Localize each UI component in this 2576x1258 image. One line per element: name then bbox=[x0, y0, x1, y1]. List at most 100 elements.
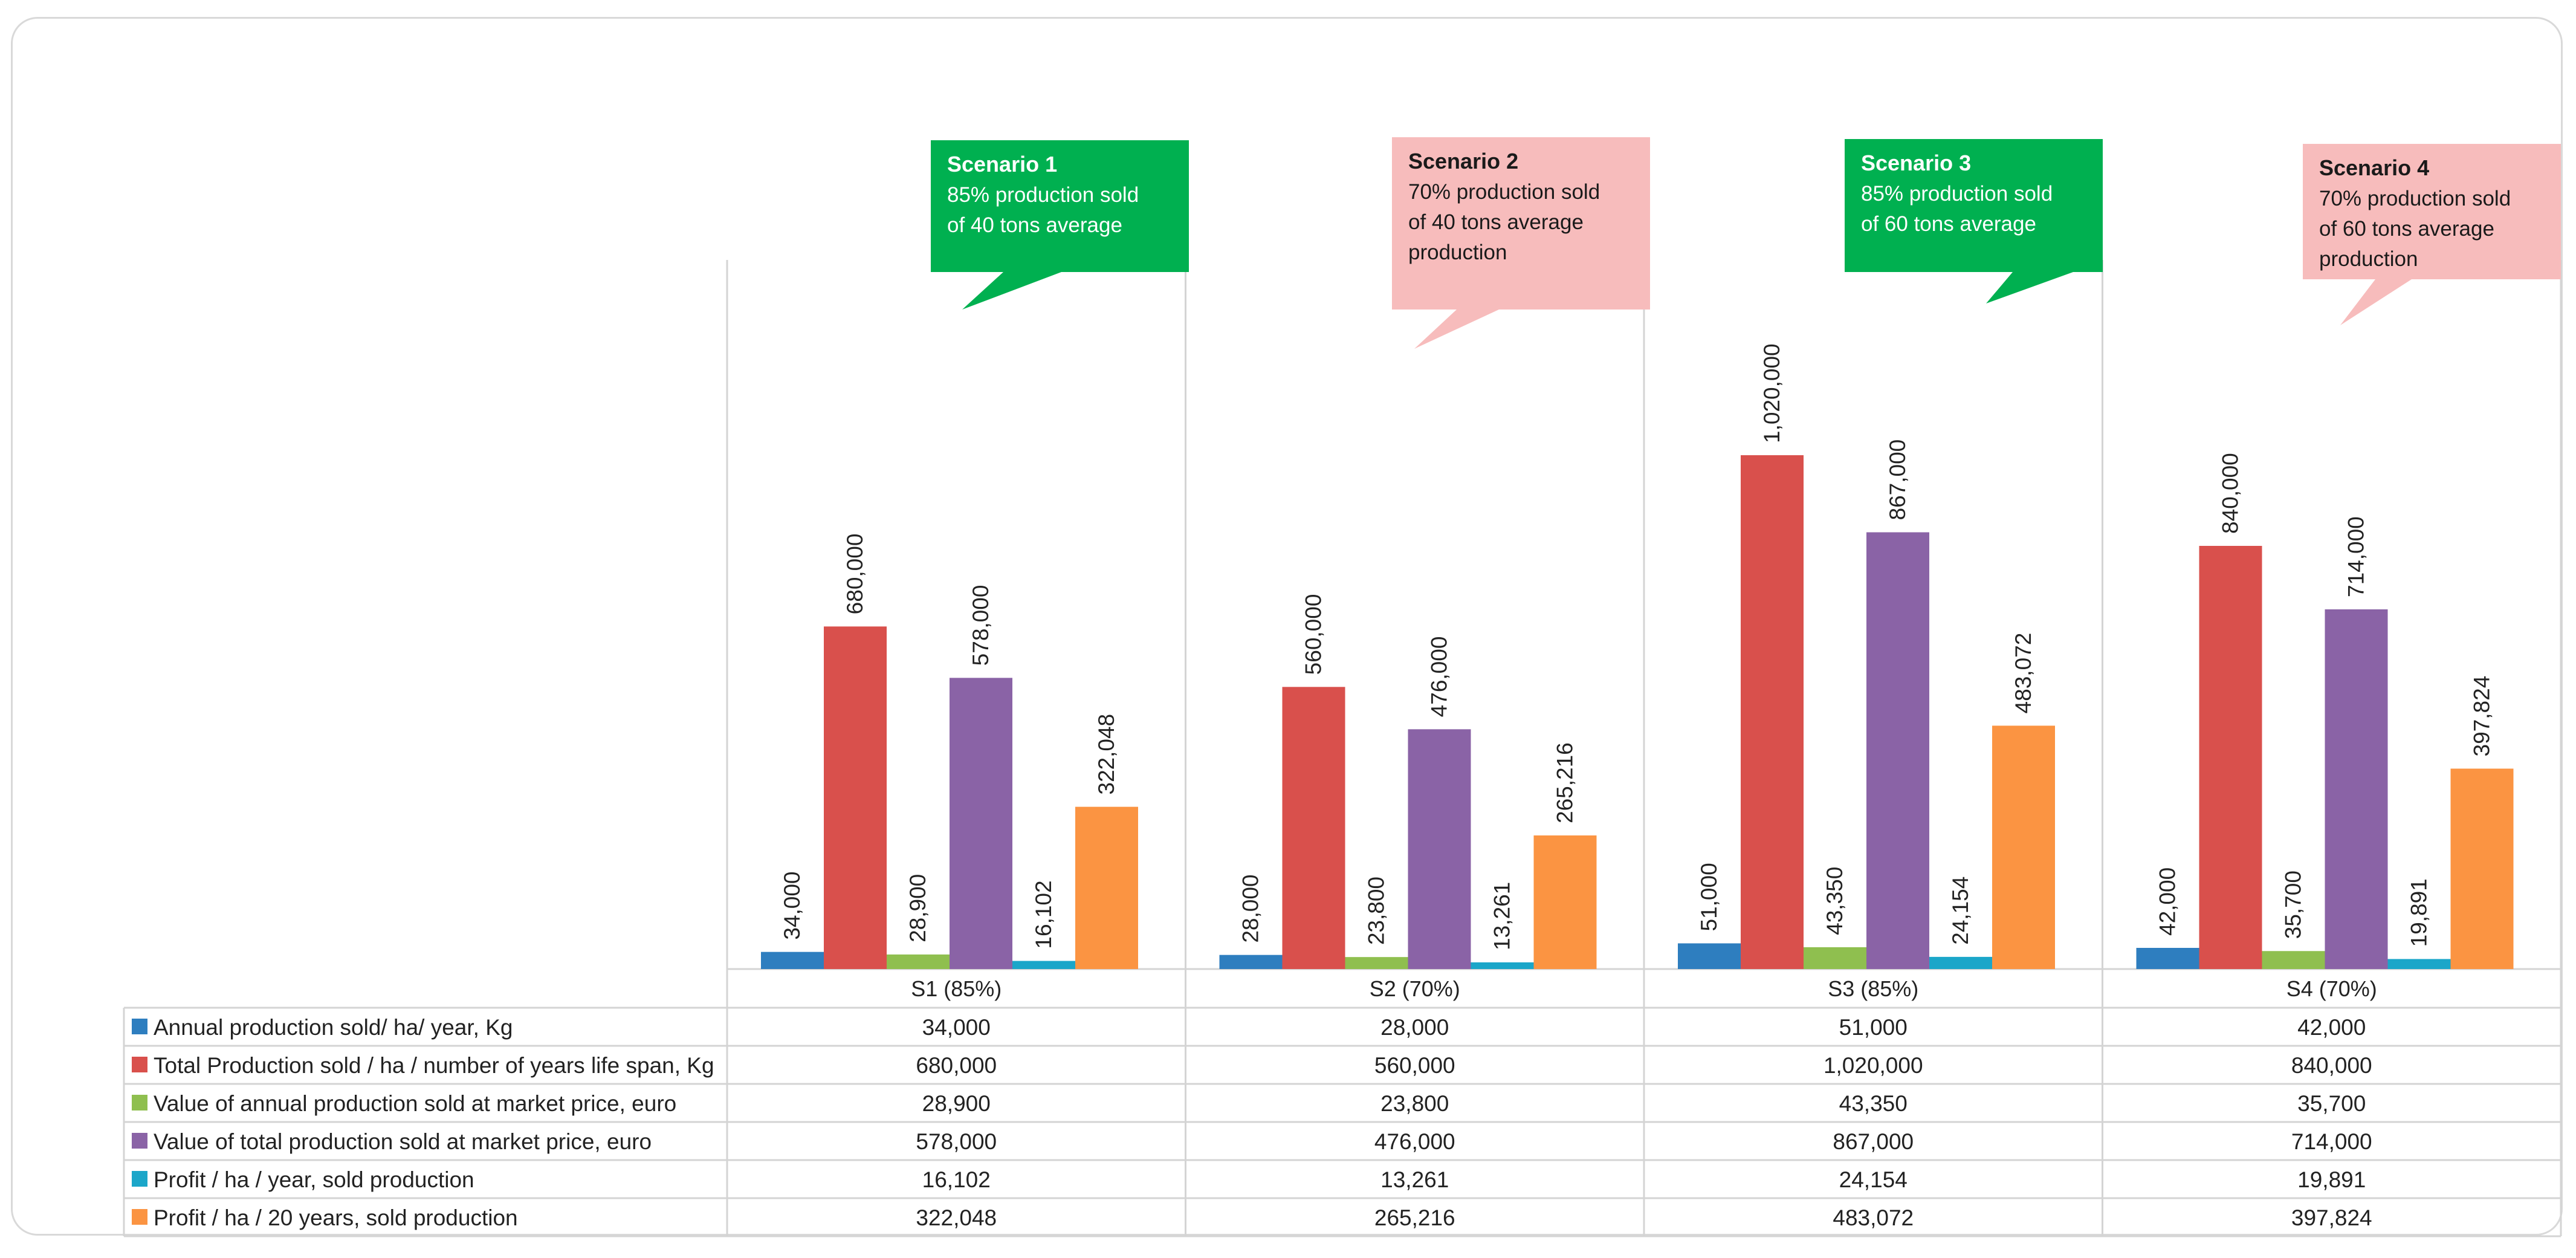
callout-text: 70% production sold bbox=[2319, 187, 2511, 210]
data-label: 560,000 bbox=[1301, 594, 1326, 675]
callout-text: 85% production sold bbox=[947, 183, 1139, 207]
data-label: 397,824 bbox=[2470, 676, 2494, 757]
bar bbox=[1012, 961, 1075, 969]
callout-title: Scenario 1 bbox=[947, 152, 1057, 177]
bar bbox=[1678, 943, 1741, 969]
bar bbox=[1866, 532, 1929, 969]
legend-label: Value of annual production sold at marke… bbox=[154, 1091, 676, 1116]
category-label: S4 (70%) bbox=[2286, 976, 2377, 1001]
table-cell: 28,900 bbox=[922, 1091, 991, 1116]
table-cell: 23,800 bbox=[1380, 1091, 1449, 1116]
callout-text: of 60 tons average bbox=[2319, 217, 2494, 241]
data-label: 19,891 bbox=[2407, 878, 2432, 947]
data-label: 42,000 bbox=[2155, 867, 2180, 936]
category-label: S3 (85%) bbox=[1828, 976, 1918, 1001]
legend-swatch bbox=[132, 1171, 147, 1187]
data-label: 867,000 bbox=[1885, 439, 1910, 520]
data-label: 322,048 bbox=[1094, 714, 1119, 795]
legend-label: Annual production sold/ ha/ year, Kg bbox=[154, 1015, 513, 1040]
bar bbox=[1992, 725, 2055, 969]
data-label: 714,000 bbox=[2344, 516, 2369, 597]
bar bbox=[2325, 609, 2388, 969]
table-cell: 42,000 bbox=[2297, 1015, 2366, 1040]
bar bbox=[1345, 957, 1408, 969]
data-label: 43,350 bbox=[1822, 867, 1847, 935]
data-label: 34,000 bbox=[780, 871, 804, 939]
legend-swatch bbox=[132, 1095, 147, 1110]
bar bbox=[1075, 806, 1138, 969]
callout-pointer bbox=[2340, 279, 2412, 325]
callout-title: Scenario 4 bbox=[2319, 155, 2429, 180]
legend-swatch bbox=[132, 1019, 147, 1034]
callout-pointer bbox=[1414, 310, 1499, 349]
category-label: S1 (85%) bbox=[911, 976, 1002, 1001]
callout-box bbox=[931, 140, 1189, 272]
bar bbox=[824, 626, 887, 969]
data-label: 840,000 bbox=[2218, 453, 2243, 534]
table-cell: 714,000 bbox=[2291, 1129, 2372, 1154]
data-label: 265,216 bbox=[1553, 742, 1578, 823]
data-label: 680,000 bbox=[843, 534, 867, 615]
bar bbox=[1219, 955, 1283, 969]
data-label: 28,900 bbox=[905, 874, 930, 942]
table-cell: 28,000 bbox=[1380, 1015, 1449, 1040]
callout-text: of 60 tons average bbox=[1861, 212, 2036, 236]
data-label: 28,000 bbox=[1238, 874, 1263, 942]
table-cell: 578,000 bbox=[916, 1129, 997, 1154]
bar bbox=[2199, 546, 2262, 969]
table-cell: 1,020,000 bbox=[1824, 1053, 1923, 1078]
data-label: 13,261 bbox=[1490, 882, 1515, 950]
table-cell: 51,000 bbox=[1839, 1015, 1908, 1040]
legend-swatch bbox=[132, 1209, 147, 1225]
bar bbox=[1282, 687, 1345, 969]
data-label: 16,102 bbox=[1031, 880, 1056, 948]
legend-swatch bbox=[132, 1057, 147, 1072]
data-label: 35,700 bbox=[2281, 871, 2306, 939]
table-cell: 19,891 bbox=[2297, 1167, 2366, 1192]
bar bbox=[761, 952, 824, 969]
callout-text: of 40 tons average bbox=[947, 213, 1122, 237]
bar bbox=[1929, 956, 1992, 969]
data-label: 476,000 bbox=[1427, 637, 1452, 718]
data-label: 483,072 bbox=[2011, 633, 2036, 714]
bar bbox=[2387, 959, 2451, 969]
callout-pointer bbox=[1986, 272, 2073, 303]
table-cell: 43,350 bbox=[1839, 1091, 1908, 1116]
bar bbox=[950, 678, 1012, 969]
legend-label: Value of total production sold at market… bbox=[154, 1129, 652, 1154]
callout-title: Scenario 3 bbox=[1861, 151, 1971, 175]
table-cell: 840,000 bbox=[2291, 1053, 2372, 1078]
callout-text: production bbox=[2319, 247, 2418, 271]
legend-label: Profit / ha / 20 years, sold production bbox=[154, 1205, 518, 1230]
callout-text: 85% production sold bbox=[1861, 182, 2053, 206]
callout-box bbox=[1392, 137, 1650, 310]
data-label: 1,020,000 bbox=[1759, 343, 1784, 443]
category-label: S2 (70%) bbox=[1370, 976, 1460, 1001]
table-cell: 34,000 bbox=[922, 1015, 991, 1040]
legend-label: Total Production sold / ha / number of y… bbox=[154, 1053, 714, 1078]
bar bbox=[1533, 835, 1597, 969]
legend-label: Profit / ha / year, sold production bbox=[154, 1167, 474, 1192]
table-cell: 24,154 bbox=[1839, 1167, 1908, 1192]
bar bbox=[1408, 729, 1471, 969]
table-cell: 560,000 bbox=[1374, 1053, 1455, 1078]
bar bbox=[1741, 455, 1804, 969]
data-label: 23,800 bbox=[1364, 877, 1389, 945]
table-cell: 322,048 bbox=[916, 1205, 997, 1230]
callout-text: production bbox=[1408, 241, 1507, 264]
table-cell: 13,261 bbox=[1380, 1167, 1449, 1192]
callout-title: Scenario 2 bbox=[1408, 149, 1518, 173]
bar bbox=[1471, 962, 1534, 969]
callout-text: 70% production sold bbox=[1408, 180, 1600, 204]
chart-frame bbox=[11, 17, 2563, 1236]
data-label: 578,000 bbox=[968, 585, 993, 666]
data-label: 24,154 bbox=[1948, 877, 1973, 945]
table-cell: 35,700 bbox=[2297, 1091, 2366, 1116]
callout-box bbox=[2303, 144, 2561, 279]
table-cell: 476,000 bbox=[1374, 1129, 1455, 1154]
bar bbox=[2450, 768, 2514, 969]
callout-pointer bbox=[962, 272, 1061, 310]
bar bbox=[1804, 947, 1866, 969]
data-label: 51,000 bbox=[1697, 863, 1721, 931]
